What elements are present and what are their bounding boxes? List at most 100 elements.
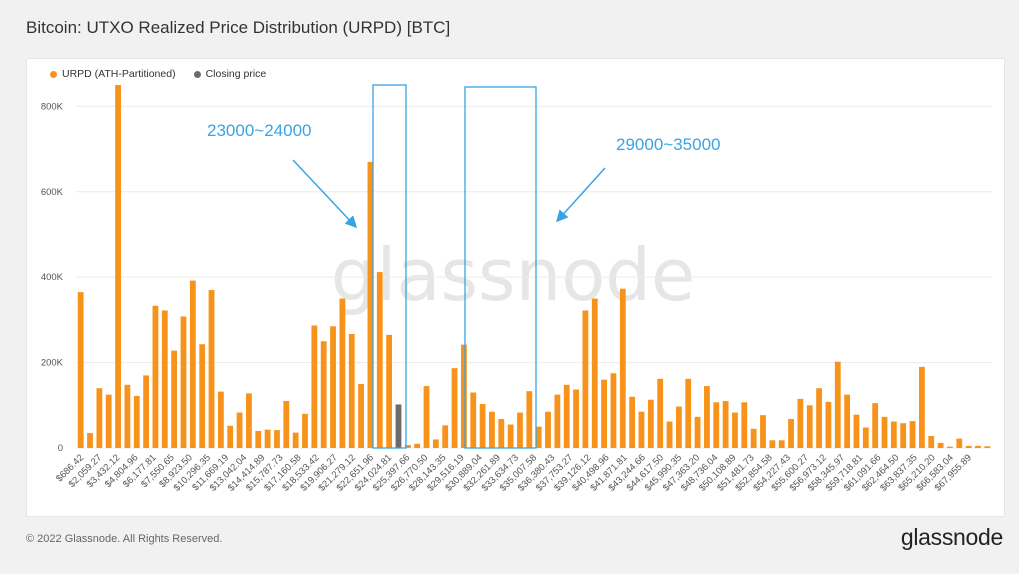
urpd-bar[interactable] [741,402,748,448]
urpd-bar[interactable] [161,310,168,448]
urpd-bar[interactable] [919,366,925,448]
urpd-bar[interactable] [685,378,692,448]
urpd-bar[interactable] [498,418,505,448]
urpd-bar[interactable] [694,416,701,448]
urpd-bar[interactable] [573,389,579,448]
urpd-bar[interactable] [610,373,617,448]
urpd-bar[interactable] [189,280,196,448]
urpd-bar[interactable] [432,439,439,448]
urpd-bar[interactable] [928,436,935,448]
legend-item-urpd[interactable]: URPD (ATH-Partitioned) [50,68,176,80]
urpd-bar[interactable] [806,405,813,448]
urpd-bar[interactable] [872,403,879,448]
urpd-bar[interactable] [965,445,972,448]
urpd-bar[interactable] [451,368,458,448]
urpd-bar[interactable] [722,401,729,448]
urpd-bar[interactable] [760,415,766,448]
urpd-bar[interactable] [115,85,121,448]
urpd-bar[interactable] [461,344,467,448]
urpd-bar[interactable] [386,334,393,448]
urpd-bar[interactable] [526,391,533,448]
legend-item-closing-price[interactable]: Closing price [193,68,266,80]
urpd-bar[interactable] [283,401,290,448]
urpd-bar[interactable] [348,333,355,448]
urpd-bar[interactable] [133,395,140,448]
urpd-bar[interactable] [638,411,645,448]
urpd-bar[interactable] [180,316,187,448]
urpd-bar[interactable] [554,394,561,448]
urpd-bar[interactable] [778,440,785,448]
urpd-bar[interactable] [825,401,832,448]
urpd-bar[interactable] [358,383,364,448]
urpd-bar[interactable] [666,421,673,448]
urpd-bar[interactable] [545,411,551,448]
urpd-bar[interactable] [601,379,607,448]
urpd-bar[interactable] [844,394,851,448]
urpd-bar[interactable] [956,438,963,448]
urpd-bar[interactable] [171,350,178,448]
urpd-bar[interactable] [507,424,514,448]
urpd-bar[interactable] [77,292,84,448]
closing-price-bar[interactable] [395,404,402,448]
urpd-bar[interactable] [881,416,888,448]
urpd-bar[interactable] [255,430,262,448]
urpd-bar[interactable] [619,288,626,448]
urpd-bar[interactable] [330,326,336,448]
urpd-bar[interactable] [713,402,720,448]
urpd-bar[interactable] [105,394,112,448]
urpd-bar[interactable] [227,425,234,448]
urpd-bar[interactable] [274,430,280,448]
urpd-bar[interactable] [704,386,710,448]
urpd-bar[interactable] [535,426,542,448]
urpd-bar[interactable] [442,425,449,448]
urpd-bar[interactable] [199,344,206,448]
urpd-bar[interactable] [909,421,916,448]
urpd-bar[interactable] [862,427,869,448]
urpd-bar[interactable] [320,341,327,448]
urpd-bar[interactable] [423,386,430,448]
urpd-bar[interactable] [414,443,421,448]
urpd-bar[interactable] [816,388,822,448]
urpd-bar[interactable] [208,289,215,448]
urpd-bar[interactable] [890,421,897,448]
urpd-bar[interactable] [900,423,907,448]
urpd-bar[interactable] [797,398,804,448]
urpd-bar[interactable] [292,432,299,448]
urpd-bar[interactable] [217,391,224,448]
urpd-bar[interactable] [591,298,598,448]
urpd-bar[interactable] [750,428,757,448]
urpd-bar[interactable] [264,429,271,448]
urpd-bar[interactable] [376,272,383,448]
urpd-bar[interactable] [675,406,682,448]
urpd-bar[interactable] [834,361,841,448]
urpd-bar[interactable] [769,440,776,448]
urpd-bar[interactable] [246,393,252,448]
urpd-bar[interactable] [404,445,411,448]
urpd-bar[interactable] [947,446,953,448]
urpd-bar[interactable] [489,411,495,448]
urpd-bar[interactable] [311,325,318,448]
urpd-bar[interactable] [302,413,308,448]
urpd-bar[interactable] [87,433,93,448]
urpd-bar[interactable] [143,375,149,448]
urpd-bar[interactable] [732,412,738,448]
urpd-bar[interactable] [937,442,944,448]
urpd-bar[interactable] [339,298,346,448]
urpd-bar[interactable] [470,392,477,448]
urpd-bar[interactable] [96,388,103,448]
urpd-bar[interactable] [582,310,589,448]
urpd-bar[interactable] [236,412,243,448]
urpd-bar[interactable] [479,404,486,448]
urpd-bar[interactable] [975,445,981,448]
urpd-bar[interactable] [124,384,131,448]
urpd-bar[interactable] [367,161,374,448]
urpd-bar[interactable] [517,412,523,448]
urpd-bar[interactable] [984,446,991,448]
urpd-bar[interactable] [647,399,654,448]
urpd-bar[interactable] [657,378,664,448]
urpd-bar[interactable] [853,414,860,448]
urpd-bar[interactable] [788,418,794,448]
urpd-bar[interactable] [629,396,636,448]
urpd-bar[interactable] [152,305,159,448]
urpd-bar[interactable] [563,384,570,448]
